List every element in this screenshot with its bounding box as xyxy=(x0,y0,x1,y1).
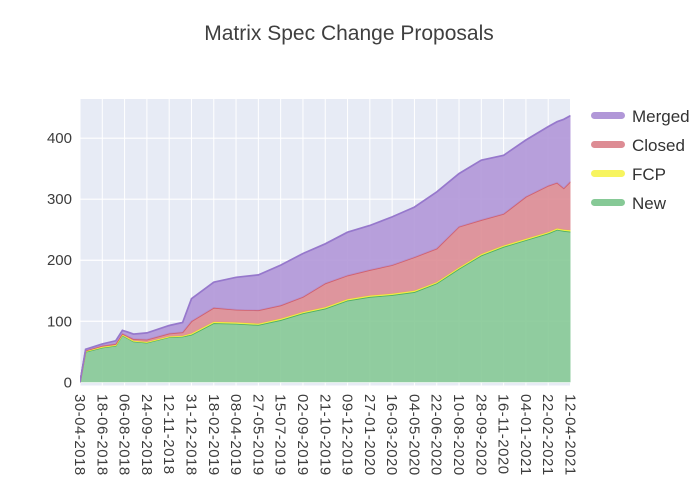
x-tick-label-22: 12-04-2021 xyxy=(562,394,579,476)
x-tick-label-16: 22-06-2020 xyxy=(428,394,445,476)
x-tick-label-7: 08-04-2019 xyxy=(227,394,244,476)
x-tick-label-9: 15-07-2019 xyxy=(272,394,289,476)
x-tick-label-19: 16-11-2020 xyxy=(495,394,512,475)
x-tick-label-6: 18-02-2019 xyxy=(205,394,222,476)
y-tick-label-300: 300 xyxy=(47,191,72,208)
legend-label-new: New xyxy=(632,194,667,213)
area-merged[interactable] xyxy=(80,115,571,383)
legend-label-closed: Closed xyxy=(632,136,685,155)
y-tick-label-400: 400 xyxy=(47,130,72,147)
x-tick-label-20: 04-01-2021 xyxy=(517,394,534,476)
legend-swatch-new xyxy=(591,199,625,206)
x-tick-label-10: 02-09-2019 xyxy=(294,394,311,476)
y-tick-label-100: 100 xyxy=(47,313,72,330)
x-tick-label-15: 04-05-2020 xyxy=(405,394,422,476)
area-closed[interactable] xyxy=(80,181,571,383)
x-tick-label-21: 22-02-2021 xyxy=(539,394,556,476)
legend-swatch-merged xyxy=(591,112,625,119)
area-new[interactable] xyxy=(80,229,571,383)
legend-swatch-fcp xyxy=(591,170,625,177)
x-tick-label-5: 31-12-2018 xyxy=(183,394,200,476)
x-tick-label-13: 27-01-2020 xyxy=(361,394,378,476)
x-tick-label-4: 12-11-2018 xyxy=(160,394,177,475)
legend-item-closed[interactable]: Closed xyxy=(591,136,685,155)
chart-title: Matrix Spec Change Proposals xyxy=(204,22,493,45)
legend-label-merged: Merged xyxy=(632,107,690,126)
legend-item-new[interactable]: New xyxy=(591,194,667,213)
x-tick-label-17: 10-08-2020 xyxy=(450,394,467,476)
plot-layer xyxy=(79,99,571,386)
x-tick-label-0: 30-04-2018 xyxy=(71,394,88,476)
x-tick-label-8: 27-05-2019 xyxy=(249,394,266,476)
x-tick-label-2: 06-08-2018 xyxy=(116,394,133,476)
x-tick-label-12: 09-12-2019 xyxy=(339,394,356,476)
x-tick-label-14: 16-03-2020 xyxy=(383,394,400,476)
legend-swatch-closed xyxy=(591,141,625,148)
axis-layer: 0 100 200 300 400 30-04-2018 18-06-2018 06-08-2… xyxy=(47,130,579,476)
legend-item-merged[interactable]: Merged xyxy=(591,107,690,126)
x-tick-label-1: 18-06-2018 xyxy=(93,394,110,476)
x-tick-label-11: 21-10-2019 xyxy=(316,394,333,476)
series-areas xyxy=(80,114,571,383)
line-fcp xyxy=(80,227,571,383)
y-tick-label-200: 200 xyxy=(47,252,72,269)
y-tick-label-0: 0 xyxy=(64,374,72,391)
x-tick-label-18: 28-09-2020 xyxy=(472,394,489,476)
legend-item-fcp[interactable]: FCP xyxy=(591,165,666,184)
legend-label-fcp: FCP xyxy=(632,165,666,184)
line-merged xyxy=(80,114,571,383)
x-tick-label-3: 24-09-2018 xyxy=(138,394,155,476)
legend: Merged Closed FCP New xyxy=(591,107,690,213)
